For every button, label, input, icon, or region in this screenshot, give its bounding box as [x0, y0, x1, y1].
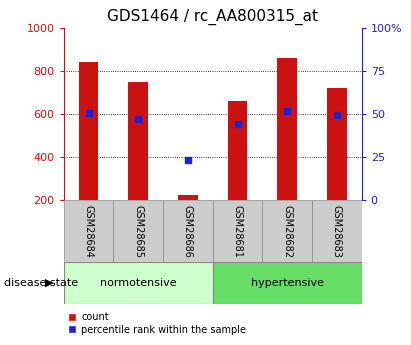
Bar — [79, 62, 99, 200]
Bar — [228, 101, 247, 200]
Text: ▶: ▶ — [45, 278, 53, 288]
Bar — [163, 200, 213, 262]
Bar — [64, 262, 213, 304]
Text: GSM28681: GSM28681 — [233, 205, 242, 258]
Bar — [262, 200, 312, 262]
Text: GSM28684: GSM28684 — [83, 205, 94, 258]
Bar — [128, 81, 148, 200]
Text: GSM28685: GSM28685 — [133, 205, 143, 258]
Bar — [213, 200, 262, 262]
Text: disease state: disease state — [4, 278, 78, 288]
Bar — [64, 200, 113, 262]
Text: GSM28683: GSM28683 — [332, 205, 342, 258]
Text: GSM28686: GSM28686 — [183, 205, 193, 258]
Title: GDS1464 / rc_AA800315_at: GDS1464 / rc_AA800315_at — [107, 9, 318, 25]
Text: hypertensive: hypertensive — [251, 278, 324, 288]
Bar — [312, 200, 362, 262]
Bar — [213, 262, 362, 304]
Text: GSM28682: GSM28682 — [282, 205, 292, 258]
Bar — [178, 195, 198, 200]
Legend: count, percentile rank within the sample: count, percentile rank within the sample — [69, 312, 246, 335]
Bar — [277, 58, 297, 200]
Bar — [113, 200, 163, 262]
Bar — [327, 88, 347, 200]
Text: normotensive: normotensive — [100, 278, 176, 288]
